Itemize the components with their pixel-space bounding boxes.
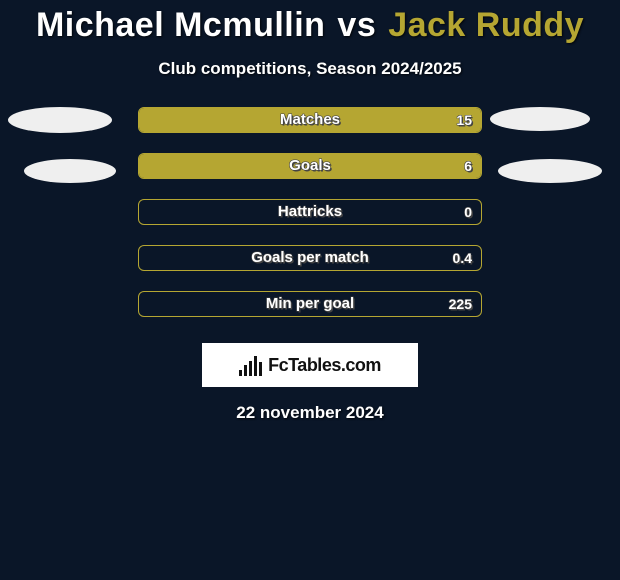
- comparison-chart: Matches15Goals6Hattricks0Goals per match…: [0, 107, 620, 337]
- page-title: Michael Mcmullin vs Jack Ruddy: [0, 6, 620, 45]
- stat-row: Matches15: [0, 107, 620, 153]
- bar-fill-right: [139, 108, 481, 132]
- bar-track: [138, 291, 482, 317]
- logo-bars-icon: [239, 354, 262, 376]
- bar-track: [138, 153, 482, 179]
- source-logo: FcTables.com: [202, 343, 418, 387]
- player2-name: Jack Ruddy: [388, 6, 584, 44]
- subtitle: Club competitions, Season 2024/2025: [0, 59, 620, 79]
- stat-row: Goals per match0.4: [0, 245, 620, 291]
- stat-row: Goals6: [0, 153, 620, 199]
- bar-track: [138, 199, 482, 225]
- stat-row: Hattricks0: [0, 199, 620, 245]
- date-label: 22 november 2024: [0, 403, 620, 423]
- bar-track: [138, 245, 482, 271]
- vs-separator: vs: [337, 6, 376, 44]
- infographic: Michael Mcmullin vs Jack Ruddy Club comp…: [0, 0, 620, 423]
- player1-name: Michael Mcmullin: [36, 6, 326, 44]
- bar-track: [138, 107, 482, 133]
- bar-fill-right: [139, 154, 481, 178]
- logo-text: FcTables.com: [268, 355, 381, 376]
- stat-row: Min per goal225: [0, 291, 620, 337]
